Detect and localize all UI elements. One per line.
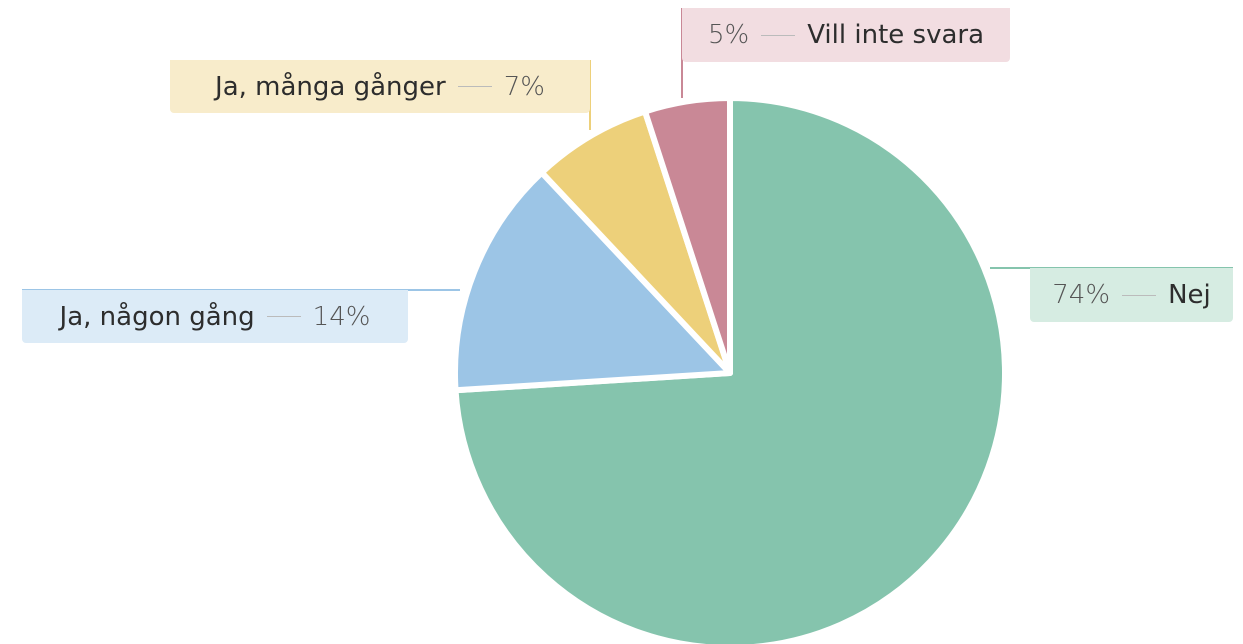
separator <box>266 316 301 317</box>
pie-slice <box>642 95 733 376</box>
category-name: Vill inte svara <box>807 20 985 50</box>
value-label: 14% <box>312 301 371 332</box>
category-name: Ja, någon gång <box>59 301 255 332</box>
slice-label: Ja, många gånger 7% <box>170 60 590 113</box>
separator <box>761 34 796 36</box>
separator <box>457 86 492 87</box>
value-label: 7% <box>503 71 545 102</box>
separator <box>1122 294 1157 296</box>
slice-label: 5% Vill inte svara <box>682 8 1010 62</box>
category-name: Ja, många gånger <box>215 71 446 102</box>
value-label: 5% <box>707 20 750 50</box>
category-name: Nej <box>1168 280 1211 310</box>
slice-label: 74% Nej <box>1030 268 1233 322</box>
pie-slice <box>452 169 733 394</box>
slice-label: Ja, någon gång 14% <box>22 290 408 343</box>
value-label: 74% <box>1052 280 1111 310</box>
